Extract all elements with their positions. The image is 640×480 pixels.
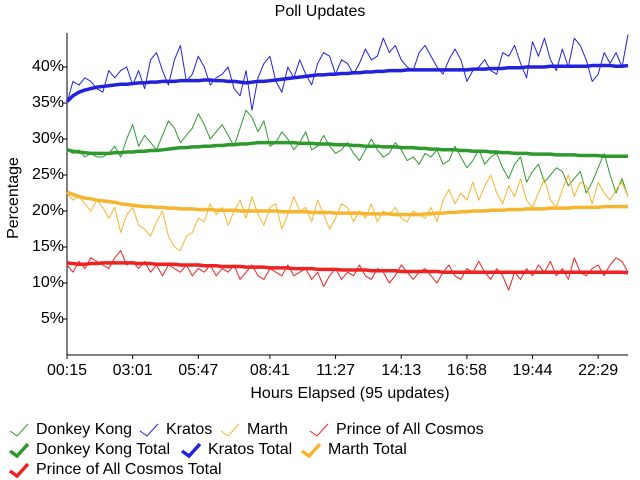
legend-label: Kratos Total <box>208 441 292 458</box>
y-tick-label: 15% <box>32 238 64 255</box>
legend-item: Prince of All Cosmos Total <box>8 461 222 479</box>
legend-swatch <box>220 423 240 437</box>
legend-swatch <box>8 442 30 459</box>
y-tick-label: 30% <box>32 130 64 147</box>
y-axis-label: Percentage <box>5 157 22 239</box>
x-tick-label: 16:58 <box>447 362 487 379</box>
legend-label: Donkey Kong <box>36 421 132 438</box>
legend-swatch <box>139 423 159 437</box>
legend-label: Marth Total <box>328 441 407 458</box>
legend-label: Kratos <box>166 421 212 438</box>
total-line <box>66 261 629 275</box>
y-tick-label: 10% <box>32 274 64 291</box>
legend-swatch <box>8 462 30 479</box>
total-line <box>66 140 628 159</box>
legend-label: Marth <box>247 421 288 438</box>
legend-item: Donkey Kong Total <box>8 441 170 459</box>
chart-title: Poll Updates <box>275 3 366 20</box>
legend-swatch <box>9 423 29 437</box>
legend-swatch <box>180 442 202 459</box>
legend-swatch <box>300 442 322 459</box>
legend-item: Marth <box>220 421 288 438</box>
series-line <box>66 34 629 111</box>
x-tick-label: 14:13 <box>381 362 421 379</box>
legend-item: Kratos Total <box>180 441 292 459</box>
series-line <box>66 174 629 252</box>
x-tick-label: 08:41 <box>250 362 290 379</box>
x-axis-label: Hours Elapsed (95 updates) <box>250 385 449 402</box>
legend-item: Kratos <box>139 421 212 438</box>
y-tick-label: 40% <box>32 58 64 75</box>
y-tick-label: 25% <box>32 166 64 183</box>
y-tick-label: 35% <box>32 94 64 111</box>
legend-item: Donkey Kong <box>9 421 132 438</box>
y-tick-label: 20% <box>32 202 64 219</box>
y-tick-label: 5% <box>41 310 64 327</box>
legend-item: Prince of All Cosmos <box>309 421 484 438</box>
x-tick-label: 22:29 <box>578 362 618 379</box>
legend-label: Prince of All Cosmos Total <box>36 461 222 478</box>
x-tick-label: 19:44 <box>512 362 552 379</box>
total-line <box>66 190 628 217</box>
legend-label: Prince of All Cosmos <box>336 421 484 438</box>
legend-item: Marth Total <box>300 441 407 459</box>
x-tick-label: 11:27 <box>316 362 355 379</box>
x-tick-label: 03:01 <box>113 362 153 379</box>
x-tick-label: 00:15 <box>47 362 87 379</box>
legend-label: Donkey Kong Total <box>36 441 170 458</box>
legend-swatch <box>309 423 329 437</box>
x-tick-label: 05:47 <box>178 362 218 379</box>
series-line <box>66 109 629 197</box>
total-line <box>65 63 629 103</box>
